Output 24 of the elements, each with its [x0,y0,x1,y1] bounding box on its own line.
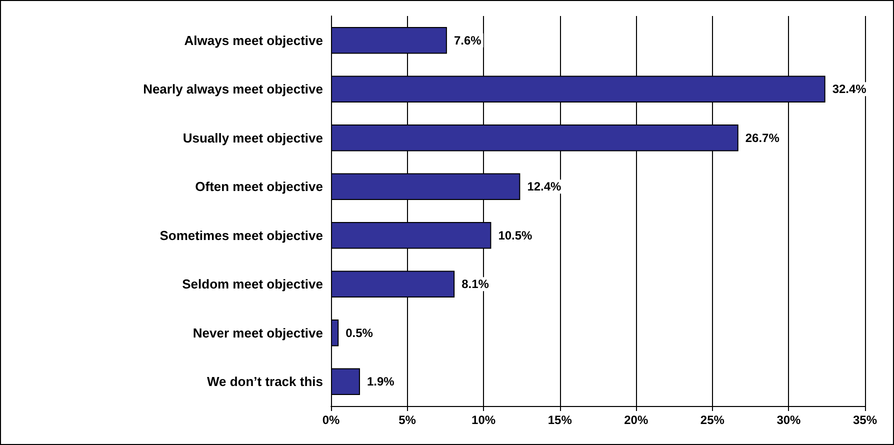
data-label: 7.6% [454,33,482,48]
data-label: 10.5% [498,228,533,242]
y-tick-label: Sometimes meet objective [160,228,323,243]
data-label: 12.4% [527,180,562,194]
x-tick-label: 15% [548,413,572,427]
x-tick-label: 10% [472,413,496,427]
y-tick-label: We don’t track this [206,374,323,390]
data-label: 32.4% [832,82,867,96]
data-label: 1.9% [366,374,395,389]
x-tick-label: 25% [700,413,725,427]
y-tick-label: Never meet objective [192,325,323,340]
x-tick-label: 30% [776,413,802,427]
data-label: 26.7% [745,130,780,145]
y-tick-label: Usually meet objective [182,130,323,146]
data-label: 0.5% [346,326,374,340]
x-tick-label: 20% [624,413,648,427]
x-tick-label: 0% [322,413,340,427]
x-tick-label: 5% [398,413,416,427]
x-tick-label: 35% [852,413,878,427]
y-tick-label: Always meet objective [184,32,323,48]
y-tick-label: Seldom meet objective [182,276,323,292]
data-label: 8.1% [462,277,490,292]
y-tick-label: Often meet objective [195,179,323,194]
y-tick-label: Nearly always meet objective [143,82,323,97]
